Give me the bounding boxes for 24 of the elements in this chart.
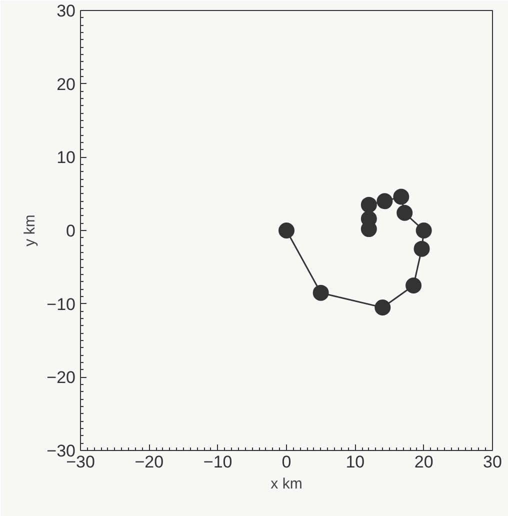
x-tick-label: 20 <box>414 452 434 472</box>
point <box>396 204 413 221</box>
x-tick-label: 0 <box>282 452 292 472</box>
point <box>376 193 393 210</box>
y-tick-label: 0 <box>66 222 76 240</box>
point <box>278 222 294 238</box>
point <box>393 188 410 205</box>
x-axis-title: x km <box>270 476 302 492</box>
point <box>360 196 377 213</box>
x-tick-label: 30 <box>483 452 502 472</box>
point <box>374 300 391 316</box>
point <box>406 278 422 294</box>
y-tick-label: 20 <box>56 74 76 94</box>
y-tick-label: 10 <box>56 148 76 168</box>
x-tick-label: 10 <box>346 452 365 472</box>
point <box>416 222 432 238</box>
point <box>414 240 430 257</box>
y-tick-label: −10 <box>46 294 76 314</box>
y-tick-label: −20 <box>46 368 76 388</box>
point <box>312 284 329 301</box>
x-tick-label: −10 <box>203 452 232 472</box>
y-tick-label: 30 <box>56 2 76 20</box>
y-axis-title: y km <box>22 214 39 246</box>
x-tick-label: −20 <box>134 452 164 472</box>
